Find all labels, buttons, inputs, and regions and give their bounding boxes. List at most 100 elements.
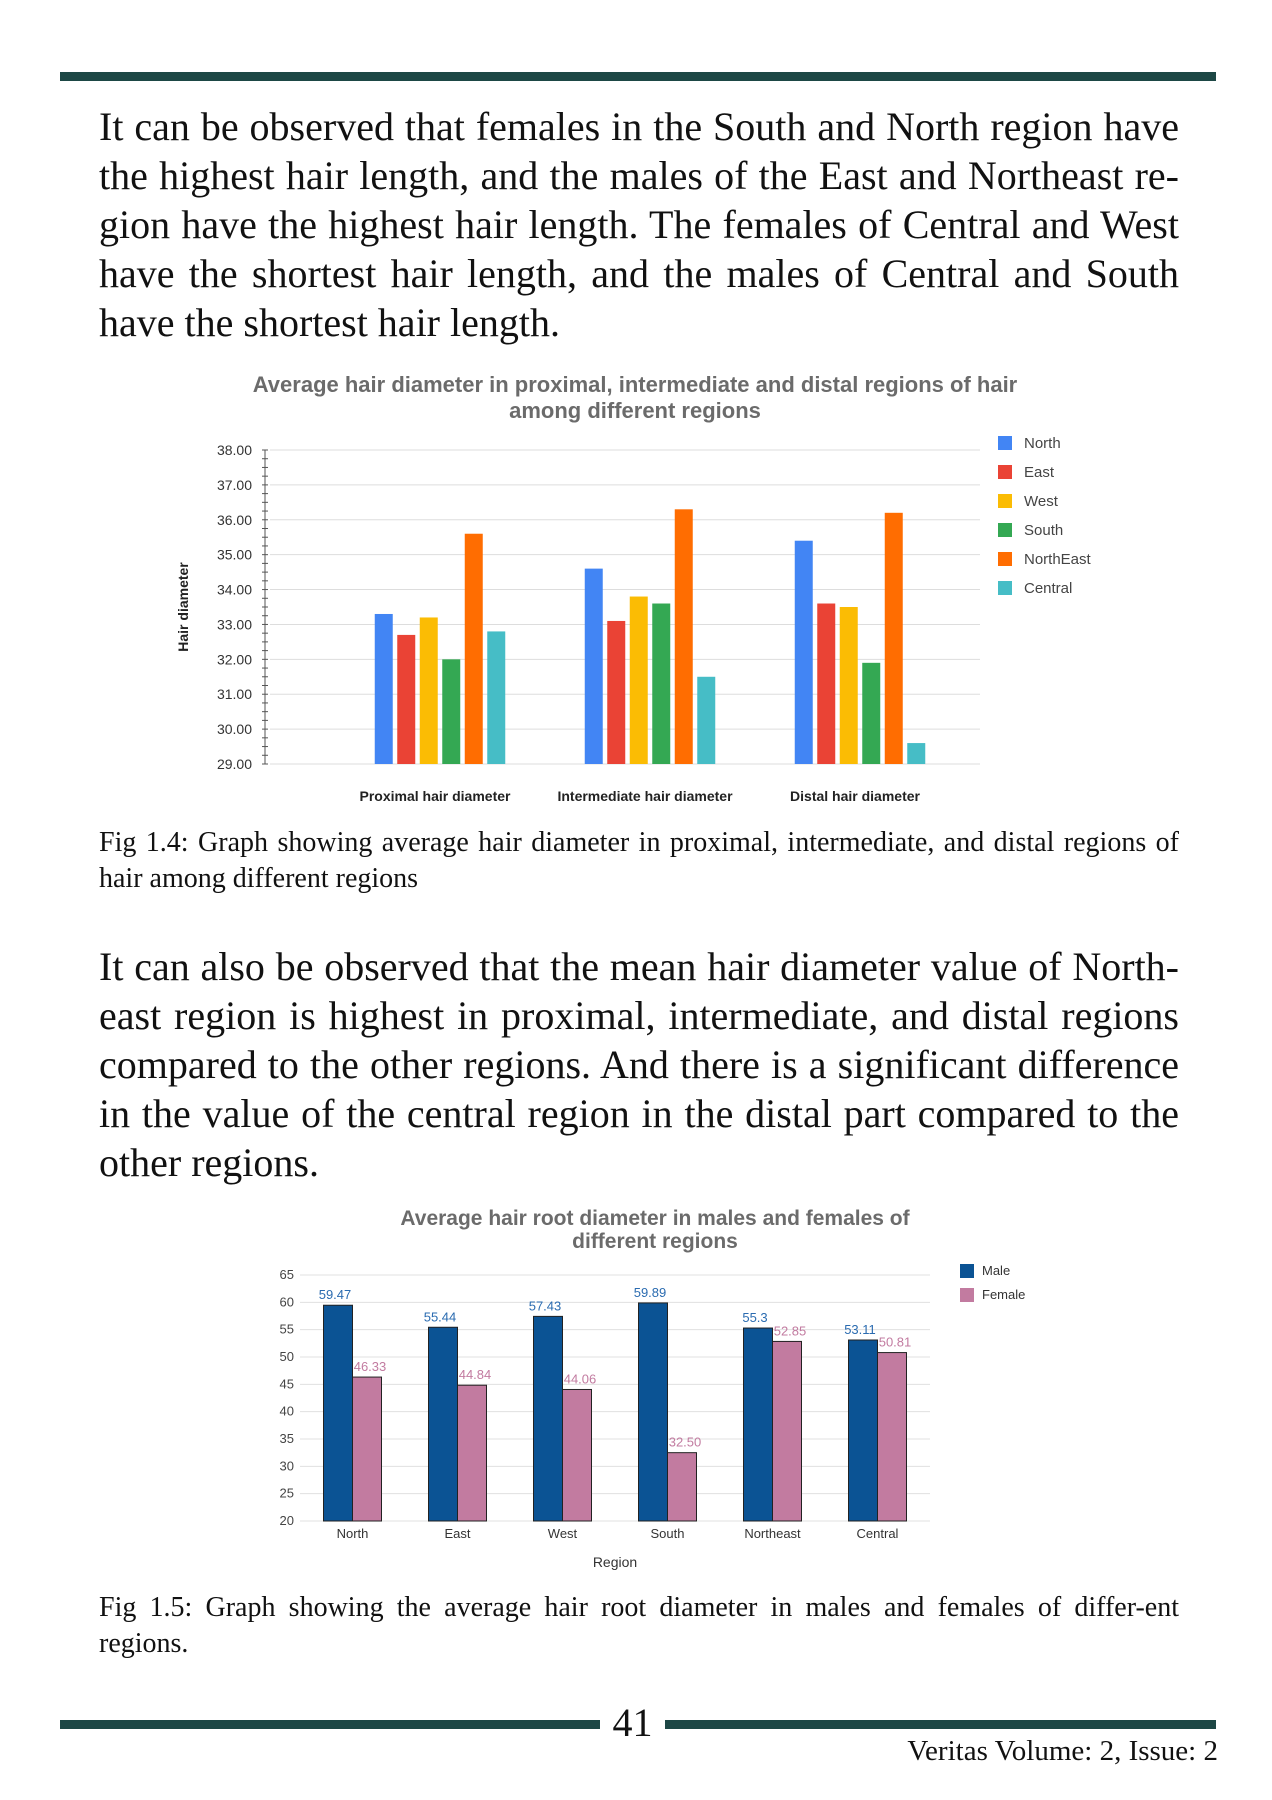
- legend-label: South: [1024, 522, 1063, 539]
- bar-east-0: [397, 634, 416, 764]
- legend-label: Central: [1024, 580, 1072, 597]
- x-category-label: South: [651, 1526, 685, 1541]
- body-paragraph-2: It can also be observed that the mean ha…: [99, 944, 1179, 1185]
- bar-female-north: [352, 1376, 382, 1522]
- chart-title: different regions: [572, 1230, 738, 1253]
- bar-east-2: [817, 603, 836, 764]
- y-tick-label: 35: [280, 1431, 294, 1446]
- top-rule: [60, 72, 1216, 81]
- y-axis-label: Hair diameter: [175, 562, 191, 652]
- x-category-label: Northeast: [744, 1526, 801, 1541]
- chart-title: Average hair root diameter in males and …: [400, 1207, 910, 1230]
- legend-swatch-west: [998, 494, 1012, 508]
- legend-label: NorthEast: [1024, 551, 1092, 568]
- hair-root-diameter-chart: Average hair root diameter in males and …: [280, 1207, 1026, 1570]
- data-label: 46.33: [354, 1359, 387, 1374]
- y-tick-label: 35.00: [217, 547, 252, 563]
- legend-label: West: [1024, 493, 1059, 510]
- bar-south-1: [652, 603, 671, 764]
- legend-swatch-northeast: [998, 552, 1012, 566]
- bar-south-2: [862, 662, 881, 764]
- data-label: 55.44: [424, 1309, 457, 1324]
- x-category-label: Distal hair diameter: [790, 788, 920, 804]
- bar-male-east: [428, 1326, 458, 1522]
- bar-female-east: [457, 1384, 487, 1522]
- bar-northeast-0: [464, 533, 483, 764]
- bar-east-1: [607, 620, 626, 764]
- legend-swatch-east: [998, 465, 1012, 479]
- legend-swatch-south: [998, 523, 1012, 537]
- data-label: 50.81: [879, 1335, 912, 1350]
- bottom-rule-right: [665, 1720, 1216, 1729]
- bar-central-2: [907, 743, 926, 764]
- bar-north-0: [374, 613, 393, 764]
- y-tick-label: 33.00: [217, 616, 252, 632]
- legend-label: North: [1024, 435, 1061, 452]
- legend-label: East: [1024, 464, 1055, 481]
- y-tick-label: 29.00: [217, 756, 252, 772]
- page-number: 41: [612, 1700, 653, 1745]
- bar-north-1: [584, 568, 603, 764]
- x-category-label: East: [444, 1526, 470, 1541]
- journal-footer: Veritas Volume: 2, Issue: 2: [907, 1735, 1218, 1767]
- y-tick-label: 55: [280, 1322, 294, 1337]
- data-label: 57.43: [529, 1298, 562, 1313]
- bar-central-1: [697, 676, 716, 764]
- bar-male-west: [533, 1315, 563, 1522]
- bar-west-0: [419, 617, 438, 764]
- legend-swatch-male: [960, 1264, 974, 1278]
- data-label: 59.89: [634, 1285, 667, 1300]
- bar-north-2: [794, 540, 813, 764]
- y-tick-label: 37.00: [217, 477, 252, 493]
- x-category-label: Intermediate hair diameter: [557, 788, 733, 804]
- y-tick-label: 32.00: [217, 651, 252, 667]
- data-label: 52.85: [774, 1323, 807, 1338]
- y-tick-label: 65: [280, 1267, 294, 1282]
- y-tick-label: 20: [280, 1513, 294, 1528]
- y-tick-label: 38.00: [217, 442, 252, 458]
- x-category-label: North: [337, 1526, 369, 1541]
- legend-swatch-central: [998, 581, 1012, 595]
- y-tick-label: 36.00: [217, 512, 252, 528]
- bar-male-south: [638, 1302, 668, 1522]
- chart-title: among different regions: [509, 398, 761, 423]
- bottom-rule-left: [60, 1720, 600, 1729]
- y-tick-label: 34.00: [217, 582, 252, 598]
- y-tick-label: 30.00: [217, 721, 252, 737]
- y-tick-label: 40: [280, 1404, 294, 1419]
- figure-1-5-caption: Fig 1.5: Graph showing the average hair …: [99, 1592, 1179, 1659]
- x-category-label: Central: [857, 1526, 899, 1541]
- legend-swatch-north: [998, 436, 1012, 450]
- data-label: 53.11: [844, 1322, 876, 1337]
- legend-swatch-female: [960, 1288, 974, 1302]
- bar-northeast-2: [884, 512, 903, 764]
- y-tick-label: 60: [280, 1294, 294, 1309]
- bar-northeast-1: [674, 509, 693, 764]
- bar-male-central: [848, 1339, 878, 1522]
- bar-south-0: [442, 659, 461, 764]
- legend-label: Female: [982, 1287, 1025, 1302]
- chart-title: Average hair diameter in proximal, inter…: [253, 372, 1018, 397]
- y-tick-label: 45: [280, 1376, 294, 1391]
- x-axis-label: Region: [593, 1554, 637, 1570]
- bar-female-south: [667, 1452, 697, 1522]
- data-label: 59.47: [319, 1287, 352, 1302]
- bar-central-0: [487, 631, 506, 764]
- bar-west-2: [839, 607, 858, 764]
- body-paragraph-1: It can be observed that females in the S…: [99, 104, 1179, 345]
- bar-male-north: [323, 1304, 353, 1522]
- y-tick-label: 25: [280, 1486, 294, 1501]
- hair-diameter-chart: Average hair diameter in proximal, inter…: [175, 372, 1092, 804]
- legend-label: Male: [982, 1263, 1010, 1278]
- y-tick-label: 50: [280, 1349, 294, 1364]
- bar-west-1: [629, 596, 648, 764]
- data-label: 44.84: [459, 1367, 492, 1382]
- data-label: 44.06: [564, 1371, 597, 1386]
- bar-female-central: [877, 1352, 907, 1522]
- figure-1-4-caption: Fig 1.4: Graph showing average hair diam…: [99, 827, 1179, 894]
- bar-female-west: [562, 1388, 592, 1522]
- y-tick-label: 30: [280, 1458, 294, 1473]
- bar-male-northeast: [743, 1327, 773, 1522]
- x-category-label: West: [548, 1526, 578, 1541]
- data-label: 32.50: [669, 1435, 702, 1450]
